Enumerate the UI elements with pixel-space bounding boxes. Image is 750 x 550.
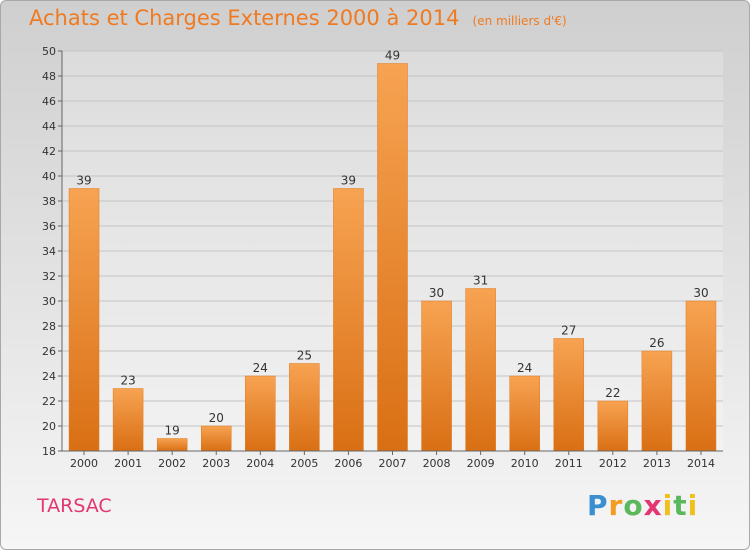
y-tick-label: 20 (42, 420, 56, 433)
x-tick-label: 2008 (423, 457, 451, 470)
bar (377, 63, 408, 452)
bar-value-label: 25 (297, 349, 312, 363)
x-tick-label: 2003 (202, 457, 230, 470)
bar-value-label: 26 (649, 336, 664, 350)
bar (553, 338, 585, 452)
bar (509, 375, 540, 452)
bar-value-label: 24 (253, 361, 268, 375)
bar (333, 188, 364, 452)
x-tick-label: 2010 (511, 457, 539, 470)
bar-value-label: 24 (517, 361, 532, 375)
title-block: Achats et Charges Externes 2000 à 2014 (… (29, 6, 567, 30)
y-tick-label: 26 (42, 345, 56, 358)
y-tick-label: 34 (42, 245, 56, 258)
x-tick-label: 2012 (599, 457, 627, 470)
y-tick-label: 46 (42, 95, 56, 108)
bar-value-label: 30 (429, 286, 444, 300)
x-tick-label: 2002 (158, 457, 186, 470)
y-tick-label: 50 (42, 45, 56, 58)
y-tick-label: 28 (42, 320, 56, 333)
x-tick-label: 2007 (379, 457, 407, 470)
x-tick-label: 2001 (114, 457, 142, 470)
bar (465, 288, 496, 452)
x-tick-label: 2013 (643, 457, 671, 470)
y-tick-label: 32 (42, 270, 56, 283)
bar (68, 188, 100, 452)
x-tick-label: 2009 (467, 457, 495, 470)
y-tick-label: 22 (42, 395, 56, 408)
bar (200, 425, 232, 452)
bar-value-label: 39 (341, 174, 356, 188)
proxiti-logo[interactable]: Proxiti (587, 489, 699, 522)
bar (597, 400, 629, 452)
y-tick-label: 42 (42, 145, 56, 158)
y-tick-label: 36 (42, 220, 56, 233)
y-tick-label: 18 (42, 445, 56, 458)
bar-value-label: 30 (693, 286, 708, 300)
x-tick-label: 2000 (70, 457, 98, 470)
bar-value-label: 19 (165, 424, 180, 438)
bar (112, 388, 144, 452)
x-tick-label: 2006 (334, 457, 362, 470)
x-tick-label: 2005 (290, 457, 318, 470)
bar-value-label: 39 (76, 174, 91, 188)
bar-value-label: 31 (473, 274, 488, 288)
commune-name: TARSAC (37, 495, 112, 517)
y-tick-label: 44 (42, 120, 56, 133)
bar (156, 438, 188, 452)
x-tick-label: 2011 (555, 457, 583, 470)
bars: 39 23 19 20 24 25 39 49 30 31 24 27 22 26 30 (68, 49, 717, 452)
bar-value-label: 27 (561, 324, 576, 338)
bar-value-label: 23 (120, 374, 135, 388)
y-axis: 18 20 22 24 26 28 30 32 34 36 38 40 42 44 46 48 50 (42, 45, 63, 458)
y-tick-label: 30 (42, 295, 56, 308)
x-axis: 2000 2001 2002 2003 2004 2005 2006 2007 2008 2009… (62, 450, 723, 470)
y-tick-label: 24 (42, 370, 56, 383)
bar (289, 363, 320, 452)
chart-title: Achats et Charges Externes 2000 à 2014 (29, 6, 460, 30)
bar (685, 300, 717, 452)
bar-value-label: 49 (385, 49, 400, 63)
bar-value-label: 22 (605, 386, 620, 400)
bar-value-label: 20 (209, 411, 224, 425)
x-tick-label: 2014 (687, 457, 715, 470)
y-tick-label: 48 (42, 70, 56, 83)
y-tick-label: 40 (42, 170, 56, 183)
chart-subtitle: (en milliers d'€) (472, 14, 567, 28)
x-tick-label: 2004 (246, 457, 274, 470)
bar (421, 300, 452, 452)
bar (641, 350, 673, 452)
y-tick-label: 38 (42, 195, 56, 208)
bar (245, 375, 276, 452)
